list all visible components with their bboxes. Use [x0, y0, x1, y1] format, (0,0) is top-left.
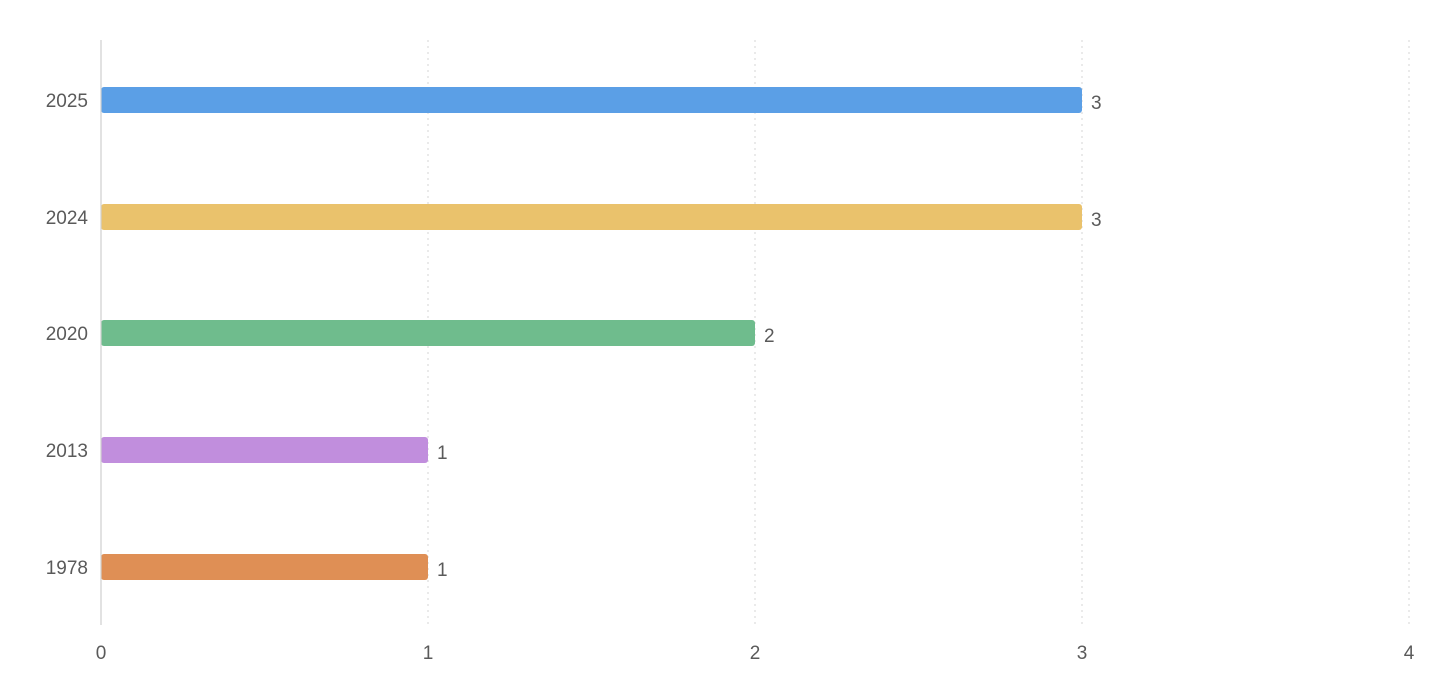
y-tick-label: 2025 — [46, 91, 88, 112]
bar-2025[interactable] — [101, 87, 1082, 113]
labels-layer: 3 3 2 1 1 — [437, 93, 1102, 581]
data-label: 3 — [1091, 93, 1102, 114]
bar-2013[interactable] — [101, 437, 428, 463]
data-label: 1 — [437, 443, 448, 464]
x-tick-label: 0 — [96, 643, 107, 664]
data-label: 1 — [437, 560, 448, 581]
y-tick-label: 2013 — [46, 441, 88, 462]
x-tick-label: 1 — [423, 643, 434, 664]
data-label: 3 — [1091, 210, 1102, 231]
grid-layer — [427, 40, 1410, 625]
y-tick-label: 2024 — [46, 208, 89, 229]
data-label: 2 — [764, 326, 775, 347]
y-tick-label: 2020 — [46, 324, 88, 345]
bar-2020[interactable] — [101, 320, 755, 346]
x-tick-label: 2 — [750, 643, 761, 664]
bar-2024[interactable] — [101, 204, 1082, 230]
bar-1978[interactable] — [101, 554, 428, 580]
x-tick-label: 3 — [1077, 643, 1088, 664]
y-tick-label: 1978 — [46, 558, 88, 579]
bars-layer — [101, 87, 1082, 580]
axis-layer: 0 1 2 3 4 2025 2024 2020 2013 1978 — [46, 40, 1415, 664]
x-tick-label: 4 — [1404, 643, 1415, 664]
